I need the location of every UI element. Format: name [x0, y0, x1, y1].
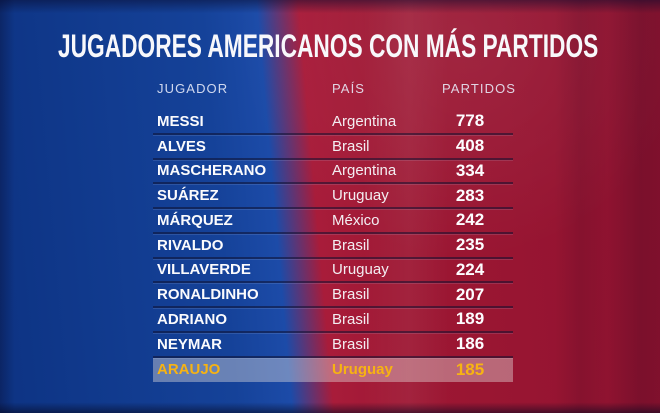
- player-matches: 778: [455, 111, 485, 131]
- table-row: ADRIANO Brasil 189: [153, 308, 513, 333]
- player-name: MÁRQUEZ: [157, 211, 233, 229]
- table-row: RIVALDO Brasil 235: [153, 234, 513, 259]
- player-matches: 235: [455, 235, 485, 255]
- column-header-player: JUGADOR: [157, 81, 229, 96]
- player-name: RONALDINHO: [157, 286, 259, 304]
- player-matches: 283: [455, 185, 485, 205]
- table-row: MESSI Argentina 778: [153, 110, 513, 135]
- player-country: Uruguay: [332, 361, 393, 379]
- table-header-row: JUGADOR PAÍS PARTIDOS: [153, 81, 517, 99]
- player-matches: 224: [455, 259, 485, 279]
- player-country: Brasil: [332, 286, 370, 304]
- player-country: Brasil: [332, 137, 370, 155]
- player-matches: 189: [455, 309, 485, 329]
- player-country: Brasil: [332, 236, 370, 254]
- player-matches: 408: [455, 136, 485, 156]
- player-matches: 334: [455, 160, 485, 180]
- table-row: RONALDINHO Brasil 207: [153, 283, 513, 308]
- player-matches: 242: [455, 210, 485, 230]
- player-name: VILLAVERDE: [157, 261, 251, 279]
- player-country: Argentina: [332, 162, 397, 180]
- player-name: SUÁREZ: [157, 187, 219, 205]
- player-name: MASCHERANO: [157, 162, 267, 180]
- player-name: MESSI: [157, 112, 204, 130]
- table-row: MÁRQUEZ México 242: [153, 209, 513, 234]
- table-body: MESSI Argentina 778 ALVES Brasil 408 MAS…: [153, 110, 513, 383]
- table-row: ALVES Brasil 408: [153, 135, 513, 160]
- player-matches: 185: [455, 359, 485, 379]
- table-row: MASCHERANO Argentina 334: [153, 160, 513, 185]
- player-name: NEYMAR: [157, 335, 223, 353]
- player-name: ALVES: [157, 137, 206, 155]
- player-country: Uruguay: [332, 187, 389, 205]
- player-matches: 186: [455, 334, 485, 354]
- player-matches: 207: [455, 284, 485, 304]
- column-header-matches: PARTIDOS: [442, 81, 517, 96]
- table-row: NEYMAR Brasil 186: [153, 333, 513, 358]
- player-name: ARAUJO: [157, 361, 221, 379]
- player-country: México: [332, 211, 380, 229]
- player-country: Brasil: [332, 310, 370, 328]
- player-country: Argentina: [332, 112, 397, 130]
- table-row: SUÁREZ Uruguay 283: [153, 184, 513, 209]
- player-country: Brasil: [332, 335, 370, 353]
- column-header-country: PAÍS: [332, 81, 366, 96]
- player-name: RIVALDO: [157, 236, 224, 254]
- page-title: JUGADORES AMERICANOS CON MÁS PARTIDOS: [58, 28, 599, 64]
- table-row: VILLAVERDE Uruguay 224: [153, 259, 513, 284]
- player-name: ADRIANO: [157, 310, 227, 328]
- table-row: ARAUJO Uruguay 185: [153, 357, 513, 383]
- player-country: Uruguay: [332, 261, 389, 279]
- stats-table: JUGADOR PAÍS PARTIDOS MESSI Argentina 77…: [153, 0, 517, 413]
